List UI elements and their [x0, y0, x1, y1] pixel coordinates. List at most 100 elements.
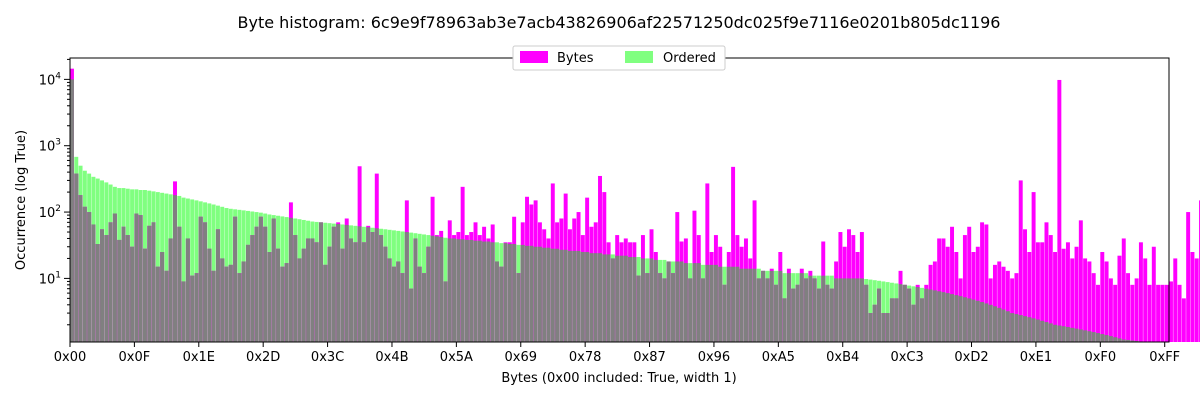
overlap-bar: [331, 226, 336, 342]
overlap-bar: [160, 252, 165, 342]
overlap-bar: [829, 288, 834, 342]
bytes-bar: [1027, 252, 1032, 342]
bytes-bar: [1083, 258, 1088, 342]
overlap-bar: [357, 226, 362, 342]
overlap-bar: [739, 268, 744, 342]
overlap-bar: [117, 239, 122, 342]
bytes-bar: [1177, 284, 1182, 342]
overlap-bar: [1023, 316, 1027, 342]
bytes-bar: [1031, 192, 1036, 342]
overlap-bar: [1018, 315, 1023, 342]
overlap-bar: [1100, 334, 1105, 342]
overlap-bar: [464, 239, 469, 342]
overlap-bar: [679, 261, 684, 342]
overlap-bar: [924, 288, 929, 342]
overlap-bar: [628, 257, 633, 342]
overlap-bar: [254, 226, 259, 342]
overlap-bar: [1027, 317, 1032, 342]
overlap-bar: [894, 298, 899, 342]
overlap-bar: [241, 261, 246, 342]
overlap-bar: [632, 257, 637, 342]
overlap-bar: [649, 258, 654, 342]
overlap-bar: [752, 268, 757, 342]
bytes-bar: [1147, 284, 1152, 342]
x-tick-label: 0x87: [633, 350, 666, 365]
overlap-bar: [834, 278, 839, 342]
overlap-bar: [404, 232, 409, 342]
overlap-bar: [78, 195, 83, 342]
ordered-bar: [190, 199, 195, 342]
overlap-bar: [490, 242, 495, 342]
overlap-bar: [1057, 325, 1062, 342]
overlap-bar: [808, 275, 813, 342]
overlap-bar: [276, 248, 281, 342]
bytes-bar: [1108, 278, 1113, 342]
overlap-bar: [151, 222, 156, 342]
overlap-bar: [185, 238, 190, 342]
overlap-bar: [666, 261, 671, 342]
overlap-bar: [636, 275, 641, 342]
x-tick-label: 0xFF: [1149, 350, 1180, 365]
overlap-bar: [224, 266, 229, 342]
overlap-bar: [778, 270, 783, 342]
overlap-bar: [164, 270, 169, 342]
overlap-bar: [1078, 329, 1083, 342]
bytes-bar: [1061, 248, 1066, 342]
ordered-bar: [194, 200, 199, 342]
x-tick-label: 0x4B: [375, 350, 408, 365]
overlap-bar: [280, 266, 285, 342]
overlap-bar: [786, 273, 791, 342]
overlap-bar: [812, 278, 817, 342]
overlap-bar: [1001, 309, 1006, 342]
legend-label-ordered: Ordered: [663, 51, 716, 66]
overlap-bar: [142, 248, 147, 342]
x-tick-label: 0x69: [505, 350, 538, 365]
overlap-bar: [147, 225, 152, 342]
overlap-bar: [619, 255, 624, 342]
bytes-bar: [1074, 246, 1079, 342]
overlap-bar: [842, 278, 847, 342]
overlap-bar: [572, 250, 577, 342]
overlap-bar: [889, 298, 894, 342]
overlap-bar: [748, 268, 753, 342]
overlap-bar: [864, 284, 869, 342]
overlap-bar: [507, 244, 512, 342]
bytes-bar: [984, 224, 989, 342]
overlap-bar: [782, 298, 787, 342]
overlap-bar: [112, 213, 117, 342]
overlap-bar: [877, 288, 882, 342]
x-tick-label: 0xE1: [1020, 350, 1052, 365]
overlap-bar: [653, 259, 658, 342]
overlap-bar: [537, 246, 542, 342]
overlap-bar: [559, 249, 564, 342]
y-tick-label: 104: [39, 71, 62, 88]
overlap-bar: [173, 195, 177, 342]
overlap-bar: [555, 248, 560, 342]
ordered-bar: [868, 279, 873, 342]
overlap-bar: [439, 237, 444, 342]
overlap-bar: [1117, 338, 1122, 342]
overlap-bar: [387, 258, 392, 342]
overlap-bar: [1108, 336, 1113, 342]
bytes-bar: [1001, 266, 1006, 342]
x-tick-label: 0xC3: [890, 350, 923, 365]
overlap-bar: [318, 222, 323, 342]
ordered-bar: [885, 282, 890, 342]
bytes-bar: [1173, 258, 1178, 342]
overlap-bar: [696, 263, 701, 342]
overlap-bar: [138, 215, 143, 342]
bytes-bar: [1126, 273, 1131, 342]
overlap-bar: [366, 227, 371, 342]
ordered-bar: [164, 193, 169, 342]
overlap-bar: [804, 278, 809, 342]
overlap-bar: [743, 268, 748, 342]
overlap-bar: [503, 243, 508, 342]
overlap-bar: [791, 288, 796, 342]
bytes-bar: [1091, 273, 1096, 342]
overlap-bar: [340, 248, 345, 342]
bytes-bar: [1018, 180, 1023, 342]
overlap-bar: [868, 313, 873, 342]
overlap-bar: [91, 224, 96, 342]
overlap-bar: [1113, 337, 1118, 342]
